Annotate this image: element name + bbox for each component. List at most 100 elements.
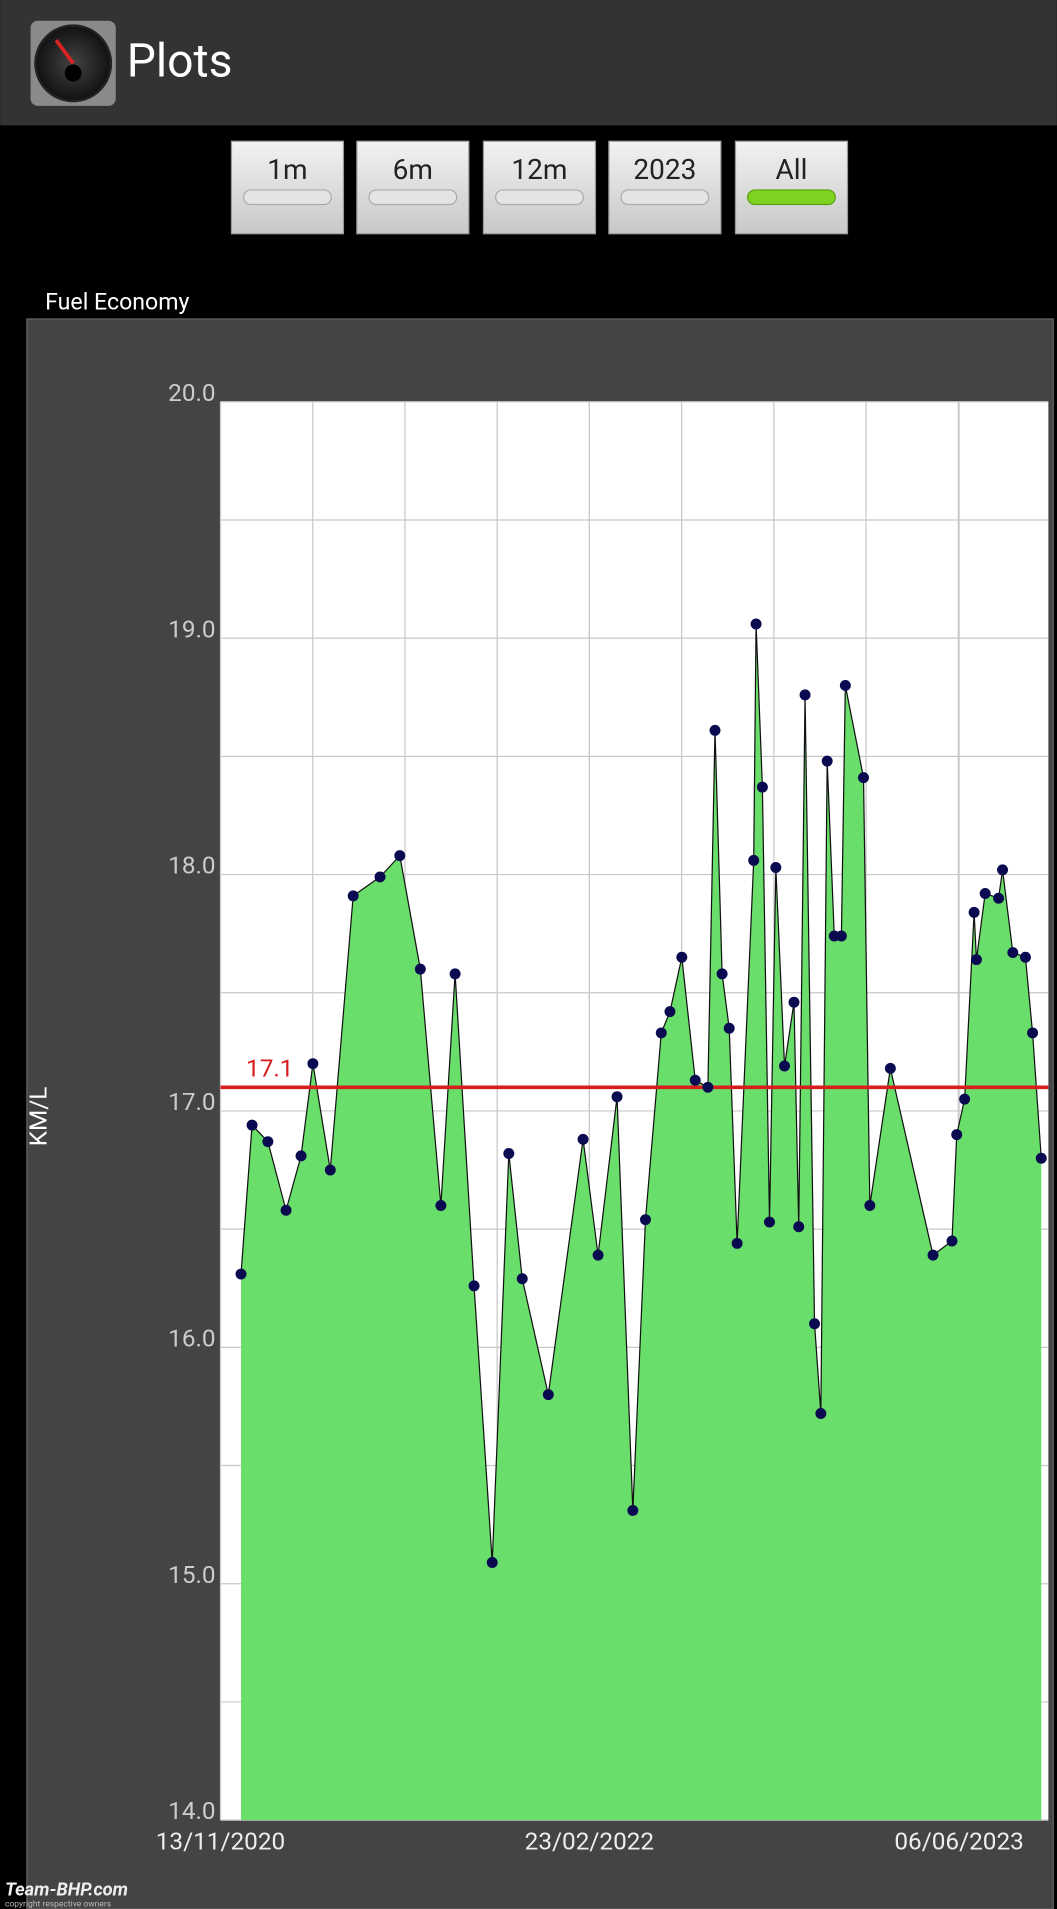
data-point	[993, 892, 1005, 904]
data-point	[951, 1129, 963, 1141]
watermark-note: copyright respective owners	[5, 1899, 111, 1909]
data-point	[235, 1268, 247, 1280]
button-label[interactable]: All	[776, 153, 808, 186]
data-point	[676, 951, 688, 963]
data-point	[592, 1249, 604, 1261]
button-face[interactable]	[734, 140, 849, 235]
data-point	[770, 861, 782, 873]
data-point	[702, 1081, 714, 1093]
data-point	[779, 1060, 790, 1072]
button-face[interactable]	[230, 140, 345, 235]
data-point	[347, 890, 359, 902]
data-point	[997, 864, 1009, 876]
data-point	[503, 1148, 515, 1159]
data-point	[414, 963, 426, 975]
button-face[interactable]	[482, 140, 597, 235]
watermark: Team-BHP.com	[5, 1880, 128, 1901]
data-point	[689, 1074, 701, 1086]
button-face[interactable]	[608, 140, 722, 235]
data-point	[927, 1249, 939, 1261]
data-point	[640, 1214, 651, 1226]
data-point	[756, 781, 768, 793]
y-tick-label: 17.0	[168, 1087, 215, 1116]
data-point	[295, 1150, 307, 1162]
data-point	[731, 1237, 743, 1249]
data-point	[979, 887, 991, 899]
button-indicator[interactable]	[747, 189, 836, 206]
data-point	[799, 689, 811, 701]
range-button[interactable]: 1m	[230, 140, 345, 235]
average-label: 17.1	[246, 1054, 293, 1083]
data-point	[655, 1027, 667, 1039]
y-tick-label: 18.0	[168, 851, 215, 880]
data-point	[815, 1408, 827, 1420]
button-label[interactable]: 6m	[393, 153, 433, 186]
button-face[interactable]	[356, 140, 470, 235]
data-point	[1027, 1027, 1039, 1039]
data-point	[750, 618, 762, 630]
x-tick-label: 06/06/2023	[894, 1827, 1023, 1856]
data-point	[262, 1136, 274, 1148]
data-point	[884, 1062, 896, 1074]
data-point	[627, 1504, 639, 1516]
data-point	[788, 996, 800, 1008]
data-point	[374, 871, 386, 883]
data-point	[764, 1216, 775, 1228]
data-point	[968, 906, 980, 918]
data-point	[716, 968, 728, 980]
data-point	[1019, 951, 1031, 963]
button-indicator[interactable]	[495, 189, 584, 206]
data-point	[324, 1164, 336, 1176]
data-point	[577, 1133, 589, 1145]
chart-title: Fuel Economy	[45, 288, 189, 315]
data-point	[709, 724, 721, 736]
button-label[interactable]: 1m	[267, 153, 307, 186]
range-button[interactable]: 6m	[356, 140, 470, 235]
app-title: Plots	[127, 35, 233, 89]
range-button[interactable]: All	[734, 140, 849, 235]
button-indicator[interactable]	[368, 189, 458, 206]
button-indicator[interactable]	[620, 189, 710, 206]
range-button[interactable]: 12m	[482, 140, 597, 235]
data-point	[449, 968, 461, 980]
data-point	[246, 1119, 258, 1131]
data-point	[542, 1389, 554, 1401]
y-tick-label: 15.0	[168, 1560, 215, 1589]
data-point	[821, 755, 833, 767]
area	[241, 623, 1042, 1821]
data-point	[468, 1280, 480, 1292]
data-point	[611, 1091, 623, 1103]
app-icon	[30, 20, 116, 106]
data-point	[858, 772, 869, 784]
data-point	[307, 1058, 319, 1070]
range-button[interactable]: 2023	[608, 140, 722, 235]
y-tick-label: 16.0	[168, 1323, 215, 1352]
button-label[interactable]: 2023	[633, 153, 696, 186]
data-point	[1035, 1152, 1047, 1164]
x-tick-label: 23/02/2022	[525, 1827, 654, 1856]
y-tick-label: 20.0	[168, 378, 215, 407]
data-point	[793, 1221, 805, 1233]
data-point	[486, 1556, 498, 1568]
data-point	[435, 1200, 447, 1211]
y-tick-label: 14.0	[168, 1796, 215, 1825]
button-indicator[interactable]	[243, 189, 332, 206]
data-point	[835, 930, 847, 942]
data-point	[809, 1318, 821, 1330]
data-point	[959, 1093, 971, 1105]
data-point	[748, 854, 760, 866]
data-point	[664, 1006, 676, 1018]
y-axis-label: KM/L	[24, 1087, 53, 1147]
app-bar	[0, 0, 1057, 126]
data-point	[1007, 947, 1019, 959]
data-point	[394, 850, 406, 862]
data-point	[864, 1200, 876, 1211]
y-tick-label: 19.0	[168, 614, 215, 643]
button-label[interactable]: 12m	[511, 153, 567, 186]
data-point	[280, 1204, 292, 1216]
x-tick-label: 13/11/2020	[156, 1827, 285, 1856]
data-point	[723, 1022, 735, 1034]
data-point	[970, 954, 982, 966]
